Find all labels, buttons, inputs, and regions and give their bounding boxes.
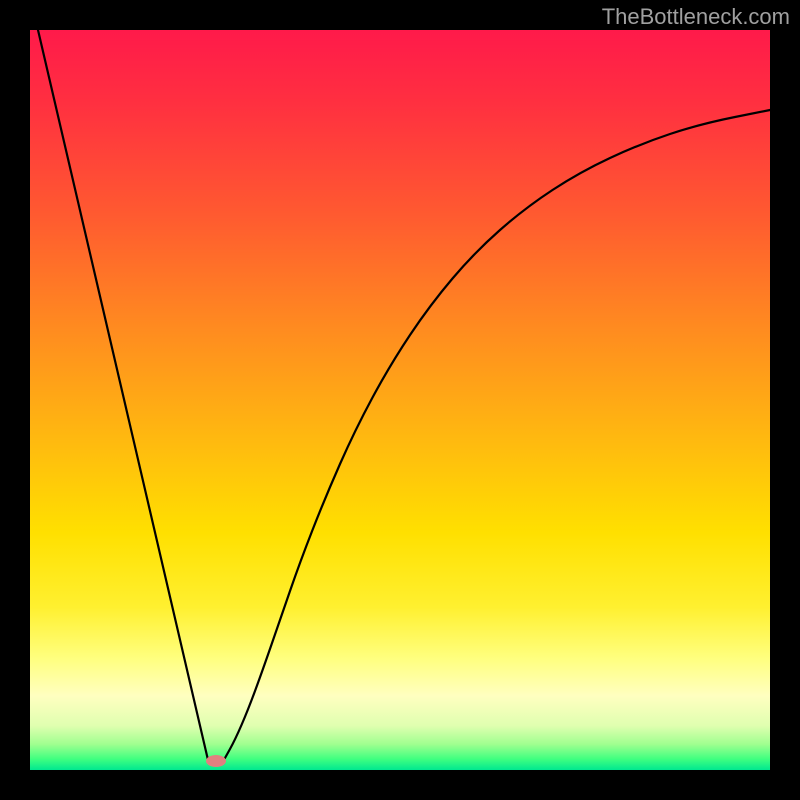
gradient-background: [30, 30, 770, 770]
optimal-point-marker: [206, 755, 226, 767]
chart-container: TheBottleneck.com: [0, 0, 800, 800]
bottleneck-chart: [0, 0, 800, 800]
